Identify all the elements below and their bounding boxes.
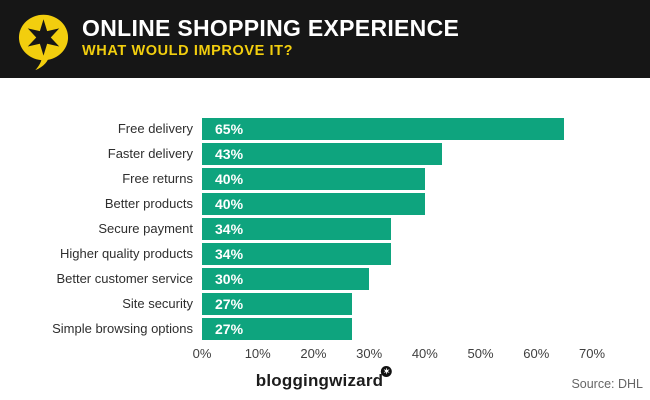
bar: 34% <box>202 217 392 240</box>
bar-row: Site security 27% <box>0 291 650 316</box>
bar: 40% <box>202 167 425 190</box>
category-label: Free returns <box>122 171 193 186</box>
bar-row: Free delivery 65% <box>0 116 650 141</box>
bar-track: 27% <box>202 292 592 315</box>
header-text: ONLINE SHOPPING EXPERIENCE WHAT WOULD IM… <box>82 15 459 59</box>
bar-row: Simple browsing options 27% <box>0 316 650 341</box>
bar: 65% <box>202 117 565 140</box>
value-label: 40% <box>215 170 244 187</box>
category-label: Faster delivery <box>107 146 193 161</box>
bar: 27% <box>202 317 353 340</box>
header: ONLINE SHOPPING EXPERIENCE WHAT WOULD IM… <box>0 0 650 78</box>
x-axis-tick: 60% <box>523 346 550 361</box>
x-axis-tick: 0% <box>192 346 212 361</box>
bar-row: Better products 40% <box>0 191 650 216</box>
x-axis-tick: 10% <box>244 346 271 361</box>
value-label: 34% <box>215 220 244 237</box>
bar-row: Secure payment 34% <box>0 216 650 241</box>
bar-track: 40% <box>202 192 592 215</box>
star-badge-icon: ✶ <box>381 366 393 377</box>
bar-track: 65% <box>202 117 592 140</box>
bar: 30% <box>202 267 370 290</box>
bar: 27% <box>202 292 353 315</box>
bar-track: 30% <box>202 267 592 290</box>
bar: 34% <box>202 242 392 265</box>
bar-row: Faster delivery 43% <box>0 141 650 166</box>
value-label: 43% <box>215 145 244 162</box>
category-label: Site security <box>122 296 193 311</box>
bar-row: Free returns 40% <box>0 166 650 191</box>
category-label: Better products <box>104 196 193 211</box>
bar-row: Higher quality products 34% <box>0 241 650 266</box>
category-label: Simple browsing options <box>52 321 193 336</box>
value-label: 40% <box>215 195 244 212</box>
bar: 40% <box>202 192 425 215</box>
value-label: 30% <box>215 270 244 287</box>
category-label: Secure payment <box>98 221 193 236</box>
bar-track: 34% <box>202 242 592 265</box>
value-label: 34% <box>215 245 244 262</box>
category-label: Free delivery <box>117 121 193 136</box>
speech-bubble-star-icon <box>18 14 69 71</box>
value-label: 27% <box>215 320 244 337</box>
value-label: 27% <box>215 295 244 312</box>
x-axis-tick: 20% <box>300 346 327 361</box>
bar-chart: Free delivery 65% Faster delivery 43% Free r… <box>0 116 650 341</box>
category-label: Better customer service <box>56 271 193 286</box>
bar-track: 34% <box>202 217 592 240</box>
bar-track: 27% <box>202 317 592 340</box>
x-axis: 0% 10% 20% 30% 40% 50% 60% 70% <box>193 346 605 362</box>
brand-mark: bloggingwizard✶ <box>255 366 394 391</box>
page-title: ONLINE SHOPPING EXPERIENCE <box>82 15 460 41</box>
category-label: Higher quality products <box>60 246 193 261</box>
brand-label: bloggingwizard <box>255 371 384 390</box>
bar: 43% <box>202 142 442 165</box>
bar-track: 43% <box>202 142 592 165</box>
bar-rows: Free delivery 65% Faster delivery 43% Free r… <box>0 116 650 341</box>
x-axis-tick: 50% <box>467 346 494 361</box>
source-credit: Source: DHL <box>571 377 643 391</box>
page-subtitle: WHAT WOULD IMPROVE IT? <box>82 43 294 60</box>
x-axis-tick: 30% <box>356 346 383 361</box>
x-axis-tick: 70% <box>578 346 606 361</box>
value-label: 65% <box>215 120 244 137</box>
bar-track: 40% <box>202 167 592 190</box>
x-axis-tick: 40% <box>411 346 438 361</box>
bar-row: Better customer service 30% <box>0 266 650 291</box>
